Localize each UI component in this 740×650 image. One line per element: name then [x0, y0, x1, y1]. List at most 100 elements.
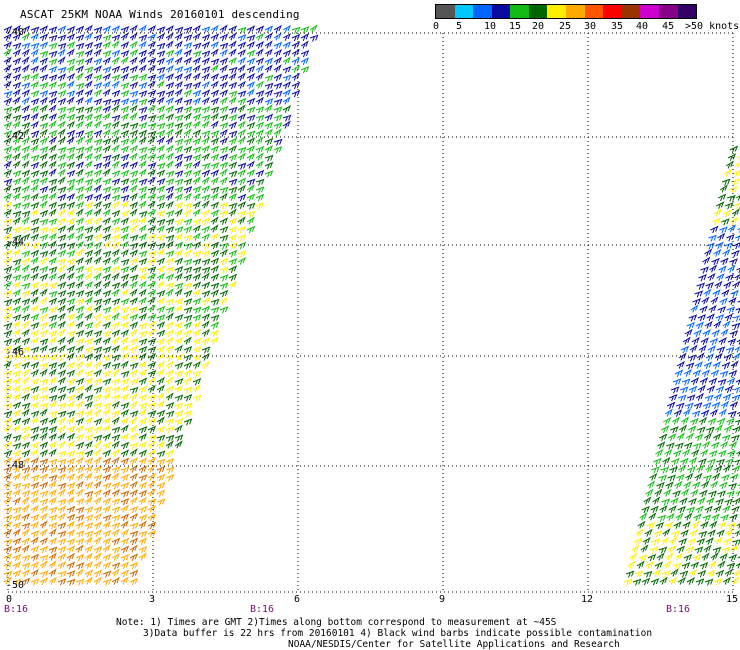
lat-label: -42 — [6, 131, 25, 142]
wind-barb — [147, 281, 156, 289]
wind-barb — [102, 250, 112, 258]
wind-barb — [75, 410, 85, 418]
wind-barb — [726, 562, 736, 570]
wind-barb — [48, 353, 58, 362]
wind-barb — [39, 537, 49, 545]
wind-barb — [66, 113, 76, 122]
wind-barb — [75, 96, 84, 105]
wind-barb — [84, 360, 93, 369]
wind-barb — [192, 337, 202, 346]
wind-barb — [727, 153, 737, 161]
wind-barb — [21, 386, 31, 394]
wind-barb — [201, 89, 211, 98]
wind-barb — [138, 505, 148, 514]
wind-barb — [165, 385, 175, 394]
wind-barb — [165, 73, 175, 81]
wind-barb — [680, 345, 690, 354]
wind-barb — [39, 432, 48, 441]
wind-barb — [147, 136, 156, 145]
wind-barb — [3, 112, 12, 121]
wind-barb — [156, 32, 165, 41]
wind-barb — [12, 264, 21, 273]
wind-barb — [237, 104, 246, 113]
wind-barb — [57, 128, 66, 137]
wind-barb — [165, 234, 175, 242]
wind-barb — [3, 338, 13, 346]
wind-barb — [699, 305, 708, 314]
wind-barb — [264, 170, 274, 178]
wind-barb — [147, 130, 157, 138]
wind-barb — [75, 329, 85, 338]
wind-barb — [732, 170, 740, 178]
wind-barb — [183, 418, 193, 426]
wind-barb — [39, 250, 49, 258]
wind-barb — [48, 290, 58, 298]
wind-barb — [66, 25, 76, 34]
wind-barb — [57, 538, 67, 546]
wind-barb — [147, 200, 156, 209]
wind-barb — [129, 152, 138, 161]
wind-barb — [66, 352, 75, 361]
wind-barb — [679, 424, 688, 433]
wind-barb — [708, 234, 717, 242]
wind-barb — [219, 57, 229, 66]
wind-barb — [174, 418, 184, 426]
wind-barb — [39, 498, 49, 506]
wind-barb — [12, 297, 22, 306]
wind-barb — [183, 105, 193, 114]
wind-barb — [66, 482, 76, 490]
wind-barb — [701, 552, 710, 561]
wind-barb — [138, 64, 147, 73]
wind-barb — [120, 553, 130, 562]
wind-barb — [728, 410, 737, 418]
wind-barb — [111, 537, 121, 546]
wind-barb — [219, 210, 229, 218]
wind-barb — [210, 162, 220, 170]
wind-barb — [84, 217, 94, 226]
time-label: B:16 — [666, 604, 691, 615]
wind-barb — [210, 73, 220, 81]
wind-barb — [102, 354, 112, 362]
wind-barb — [66, 432, 75, 441]
wind-barb — [57, 369, 67, 378]
wind-barb — [156, 202, 166, 210]
wind-barb — [165, 152, 174, 161]
wind-barb — [102, 306, 112, 314]
wind-barb — [120, 65, 130, 74]
wind-barb — [21, 346, 31, 354]
wind-barb — [697, 384, 706, 393]
wind-barb — [12, 216, 21, 225]
wind-barb — [93, 176, 102, 185]
wind-barb — [93, 266, 103, 274]
wind-barb — [147, 313, 157, 322]
wind-barb — [138, 441, 148, 449]
wind-barb — [174, 193, 184, 202]
wind-barb — [129, 354, 139, 362]
wind-barb — [666, 442, 675, 450]
wind-barb — [300, 26, 310, 34]
wind-barb — [729, 330, 739, 338]
wind-barb — [210, 80, 219, 89]
wind-barb — [66, 161, 76, 170]
wind-barb — [48, 497, 57, 505]
wind-barb — [729, 401, 739, 409]
wind-barb — [30, 354, 40, 362]
wind-barb — [156, 329, 166, 338]
wind-barb — [3, 41, 13, 49]
wind-barb — [246, 153, 255, 161]
wind-barb — [183, 306, 193, 314]
wind-barb — [174, 128, 183, 137]
wind-barb — [66, 378, 76, 386]
wind-barb — [39, 256, 48, 265]
wind-barb — [39, 577, 49, 585]
wind-barb — [729, 258, 738, 266]
wind-barb — [3, 496, 12, 505]
wind-barb — [21, 537, 31, 546]
wind-barb — [156, 257, 166, 266]
wind-barb — [147, 529, 157, 538]
wind-barb — [120, 313, 130, 322]
wind-barb — [21, 408, 30, 417]
wind-barb — [183, 242, 193, 250]
wind-barb — [48, 336, 57, 345]
